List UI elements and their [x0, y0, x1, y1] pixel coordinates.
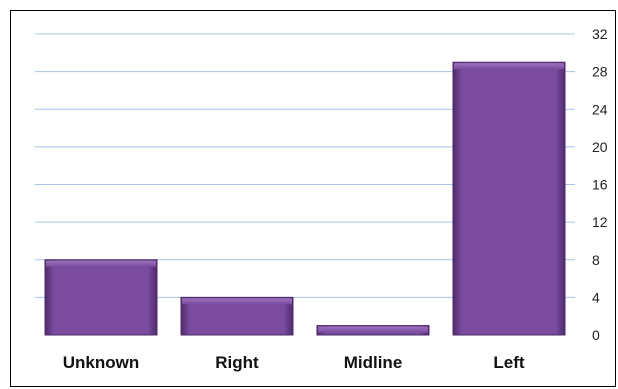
y-tick-label: 12	[592, 214, 608, 230]
bar-right	[180, 296, 294, 336]
bar-bevel	[182, 298, 292, 305]
bars	[44, 61, 566, 336]
x-axis-categories: Unknown Right Midline Left	[63, 353, 525, 372]
y-tick-label: 20	[592, 139, 608, 155]
y-tick-label: 32	[592, 26, 608, 42]
x-category-label: Left	[493, 353, 525, 372]
bar-bevel	[318, 326, 428, 333]
y-tick-label: 0	[592, 327, 600, 343]
x-category-label: Unknown	[63, 353, 140, 372]
x-category-label: Midline	[344, 353, 403, 372]
y-tick-label: 24	[592, 101, 608, 117]
bar-midline	[316, 325, 430, 336]
y-tick-label: 4	[592, 289, 600, 305]
bar-unknown	[44, 259, 158, 336]
bar-left	[452, 61, 566, 336]
y-axis-ticks: 0 4 8 12 16 20 24 28 32	[592, 26, 608, 343]
y-tick-label: 28	[592, 64, 608, 80]
y-tick-label: 8	[592, 252, 600, 268]
x-category-label: Right	[215, 353, 259, 372]
y-tick-label: 16	[592, 177, 608, 193]
bar	[44, 259, 158, 336]
bar-bevel	[454, 63, 564, 70]
bar	[452, 61, 566, 336]
bar-bevel	[46, 260, 156, 267]
